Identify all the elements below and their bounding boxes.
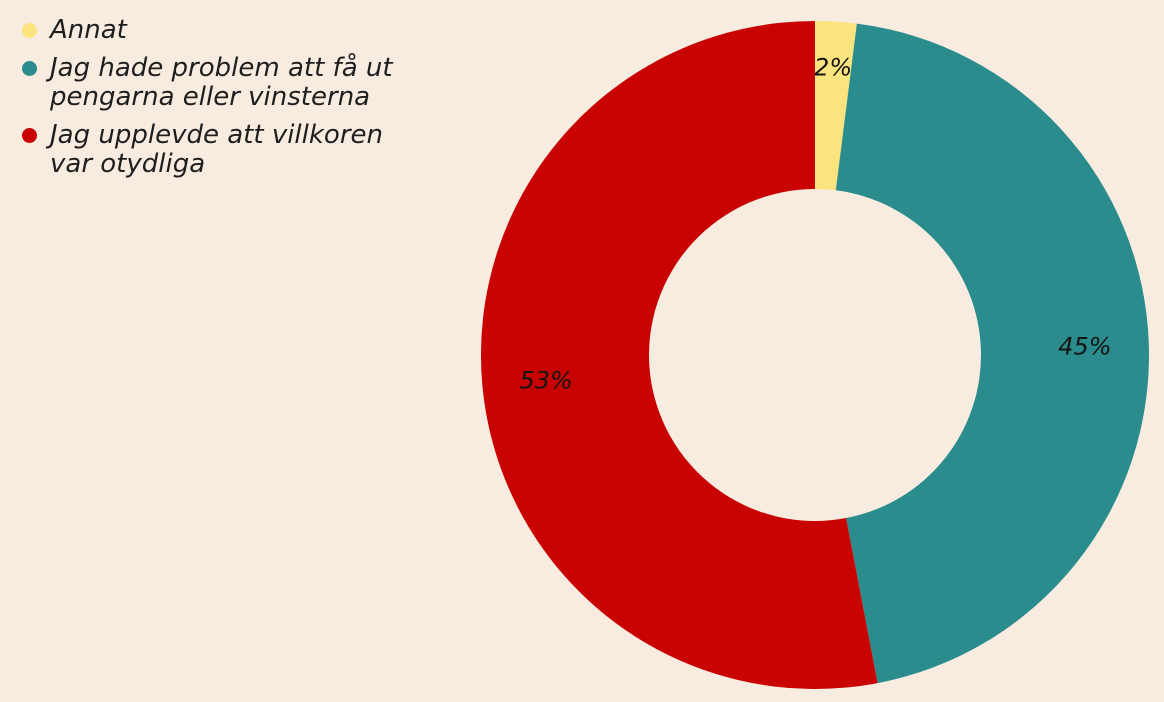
legend-label-villkoren-otydliga: Jag upplevde att villkoren var otydliga	[50, 120, 383, 179]
donut-slice-2	[480, 20, 878, 689]
legend-label-annat: Annat	[50, 15, 127, 45]
legend: Annat Jag hade problem att få ut pengarn…	[16, 16, 393, 188]
legend-label-problem-fa-ut-pengarna: Jag hade problem att få ut pengarna elle…	[50, 53, 393, 112]
slice-label-2: 53%	[520, 366, 573, 394]
legend-swatch-annat-icon	[22, 23, 37, 38]
legend-item-annat: Annat	[16, 16, 393, 45]
legend-swatch-villkoren-otydliga-icon	[22, 128, 37, 143]
donut-slice-1	[835, 23, 1150, 684]
legend-item-problem-fa-ut-pengarna: Jag hade problem att få ut pengarna elle…	[16, 54, 393, 112]
legend-item-villkoren-otydliga: Jag upplevde att villkoren var otydliga	[16, 121, 393, 179]
donut-slice-0	[815, 21, 857, 191]
slice-label-1: 45%	[1058, 333, 1111, 361]
legend-swatch-problem-fa-ut-pengarna-icon	[22, 61, 37, 76]
slice-label-0: 2%	[814, 54, 852, 82]
